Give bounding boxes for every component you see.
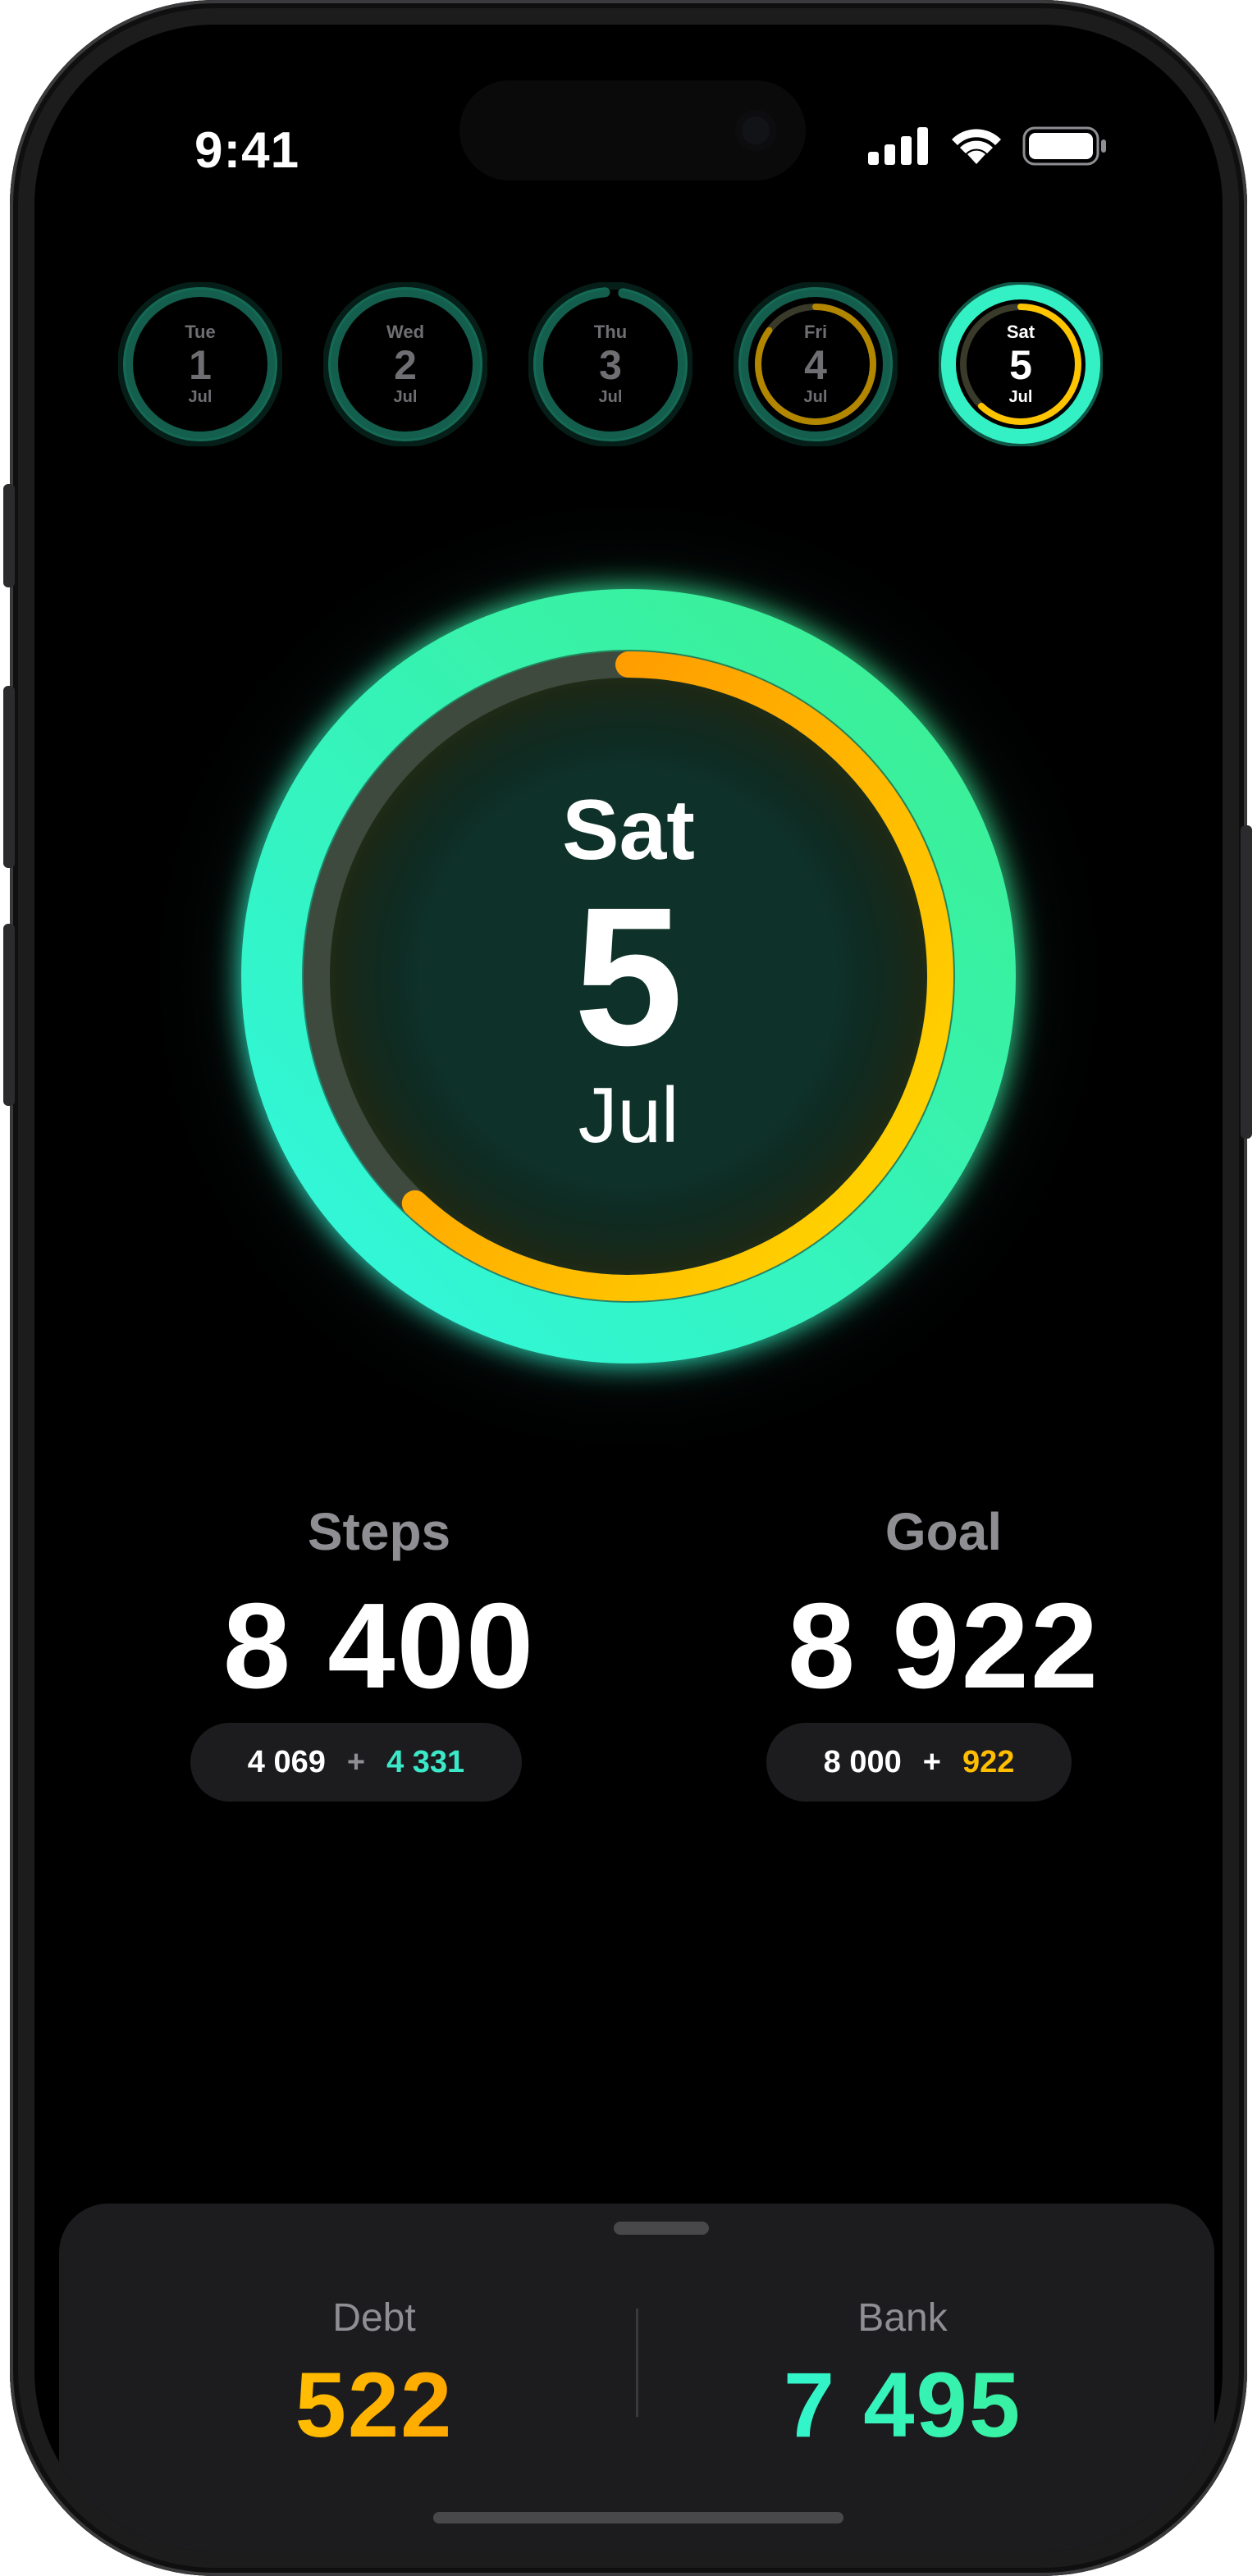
day-number: 4 bbox=[804, 342, 827, 388]
power-button bbox=[1241, 825, 1252, 1139]
day-extra-arc bbox=[755, 304, 876, 425]
day-tue[interactable]: Tue 1 Jul bbox=[118, 282, 282, 446]
day-number: 3 bbox=[599, 342, 622, 388]
goal-part-a: 8 000 bbox=[823, 1744, 902, 1779]
day-weekday: Fri bbox=[803, 322, 828, 342]
steps-value: 8 400 bbox=[222, 1578, 536, 1714]
goal-value: 8 922 bbox=[787, 1578, 1100, 1714]
debt-value: 522 bbox=[161, 2352, 587, 2458]
goal-breakdown-pill: 8 000 + 922 bbox=[766, 1723, 1072, 1802]
phone-frame: 9:41 Tue 1 Jul Wed 2 Jul Thu 3 Jul Fri 4 J bbox=[3, 0, 1252, 2576]
day-extra-arc bbox=[960, 304, 1081, 425]
steps-progress-ring bbox=[136, 484, 1121, 1468]
selected-weekday: Sat bbox=[562, 783, 695, 878]
day-sat[interactable]: Sat 5 Jul bbox=[939, 282, 1103, 446]
steps-part-b: 4 331 bbox=[386, 1744, 465, 1779]
day-number: 1 bbox=[189, 342, 212, 388]
steps-stat: Steps 8 400 bbox=[149, 1501, 609, 1716]
day-steps-arc bbox=[123, 287, 277, 441]
status-time: 9:41 bbox=[194, 122, 300, 179]
selected-day-number: 5 bbox=[574, 866, 683, 1086]
battery-icon bbox=[1022, 126, 1106, 166]
volume-up-button bbox=[3, 686, 15, 868]
day-steps-arc bbox=[738, 287, 893, 441]
goal-plus: + bbox=[922, 1744, 941, 1779]
bank-label: Bank bbox=[857, 2296, 948, 2340]
day-month: Jul bbox=[393, 388, 418, 406]
bottom-sheet[interactable]: Debt 522 Bank 7 495 bbox=[59, 2204, 1214, 2551]
steps-breakdown-pill: 4 069 + 4 331 bbox=[190, 1723, 522, 1802]
day-ring-icon bbox=[528, 282, 692, 446]
day-number: 5 bbox=[1009, 342, 1032, 388]
outer-steps-arc bbox=[241, 589, 1016, 1363]
day-ring-icon bbox=[734, 282, 898, 446]
day-month: Jul bbox=[188, 388, 213, 406]
bank-summary: Bank 7 495 bbox=[689, 2295, 1116, 2458]
steps-plus: + bbox=[346, 1744, 366, 1779]
action-button bbox=[3, 484, 15, 587]
day-steps-arc bbox=[328, 287, 482, 441]
goal-label: Goal bbox=[884, 1502, 1003, 1561]
day-ring-icon bbox=[939, 282, 1103, 446]
home-indicator[interactable] bbox=[433, 2512, 843, 2523]
sheet-divider bbox=[636, 2309, 638, 2417]
goal-stat: Goal 8 922 bbox=[714, 1501, 1173, 1716]
day-month: Jul bbox=[598, 388, 623, 406]
progress-ring-graphic bbox=[136, 484, 1121, 1468]
day-weekday: Thu bbox=[593, 322, 628, 342]
goal-part-b: 922 bbox=[962, 1744, 1015, 1779]
day-wed[interactable]: Wed 2 Jul bbox=[323, 282, 487, 446]
day-weekday: Tue bbox=[185, 322, 216, 342]
day-label: Wed 2 Jul bbox=[323, 282, 487, 446]
front-camera-icon bbox=[735, 110, 776, 151]
day-weekday: Sat bbox=[1006, 322, 1035, 342]
debt-summary: Debt 522 bbox=[161, 2295, 587, 2458]
day-number: 2 bbox=[394, 342, 417, 388]
selected-date: Sat 5 Jul bbox=[382, 788, 875, 1155]
sheet-grabber[interactable] bbox=[614, 2222, 709, 2235]
day-steps-arc bbox=[533, 287, 688, 441]
day-weekday: Wed bbox=[386, 322, 425, 342]
day-label: Tue 1 Jul bbox=[118, 282, 282, 446]
day-ring-halo bbox=[528, 282, 692, 446]
dynamic-island bbox=[459, 80, 806, 180]
day-thu[interactable]: Thu 3 Jul bbox=[528, 282, 692, 446]
day-steps-arc bbox=[941, 285, 1100, 444]
day-label: Sat 5 Jul bbox=[939, 282, 1103, 446]
ring-inner-glow bbox=[284, 632, 973, 1321]
day-label: Fri 4 Jul bbox=[734, 282, 898, 446]
wifi-icon bbox=[952, 129, 1001, 164]
cellular-signal-icon bbox=[868, 127, 928, 165]
day-fri[interactable]: Fri 4 Jul bbox=[734, 282, 898, 446]
day-ring-icon bbox=[118, 282, 282, 446]
status-icons bbox=[868, 126, 1108, 166]
steps-part-a: 4 069 bbox=[247, 1744, 326, 1779]
volume-down-button bbox=[3, 924, 15, 1106]
day-month: Jul bbox=[803, 388, 828, 406]
day-ring-halo bbox=[118, 282, 282, 446]
day-month: Jul bbox=[1008, 388, 1033, 406]
inner-extra-arc bbox=[304, 651, 953, 1301]
day-label: Thu 3 Jul bbox=[528, 282, 692, 446]
day-ring-halo bbox=[734, 282, 898, 446]
day-ring-icon bbox=[323, 282, 487, 446]
bank-value: 7 495 bbox=[689, 2352, 1116, 2458]
selected-month: Jul bbox=[578, 1071, 679, 1159]
steps-label: Steps bbox=[307, 1502, 451, 1561]
debt-label: Debt bbox=[332, 2296, 416, 2340]
screen: 9:41 Tue 1 Jul Wed 2 Jul Thu 3 Jul Fri 4 J bbox=[34, 25, 1223, 2551]
day-ring-halo bbox=[323, 282, 487, 446]
